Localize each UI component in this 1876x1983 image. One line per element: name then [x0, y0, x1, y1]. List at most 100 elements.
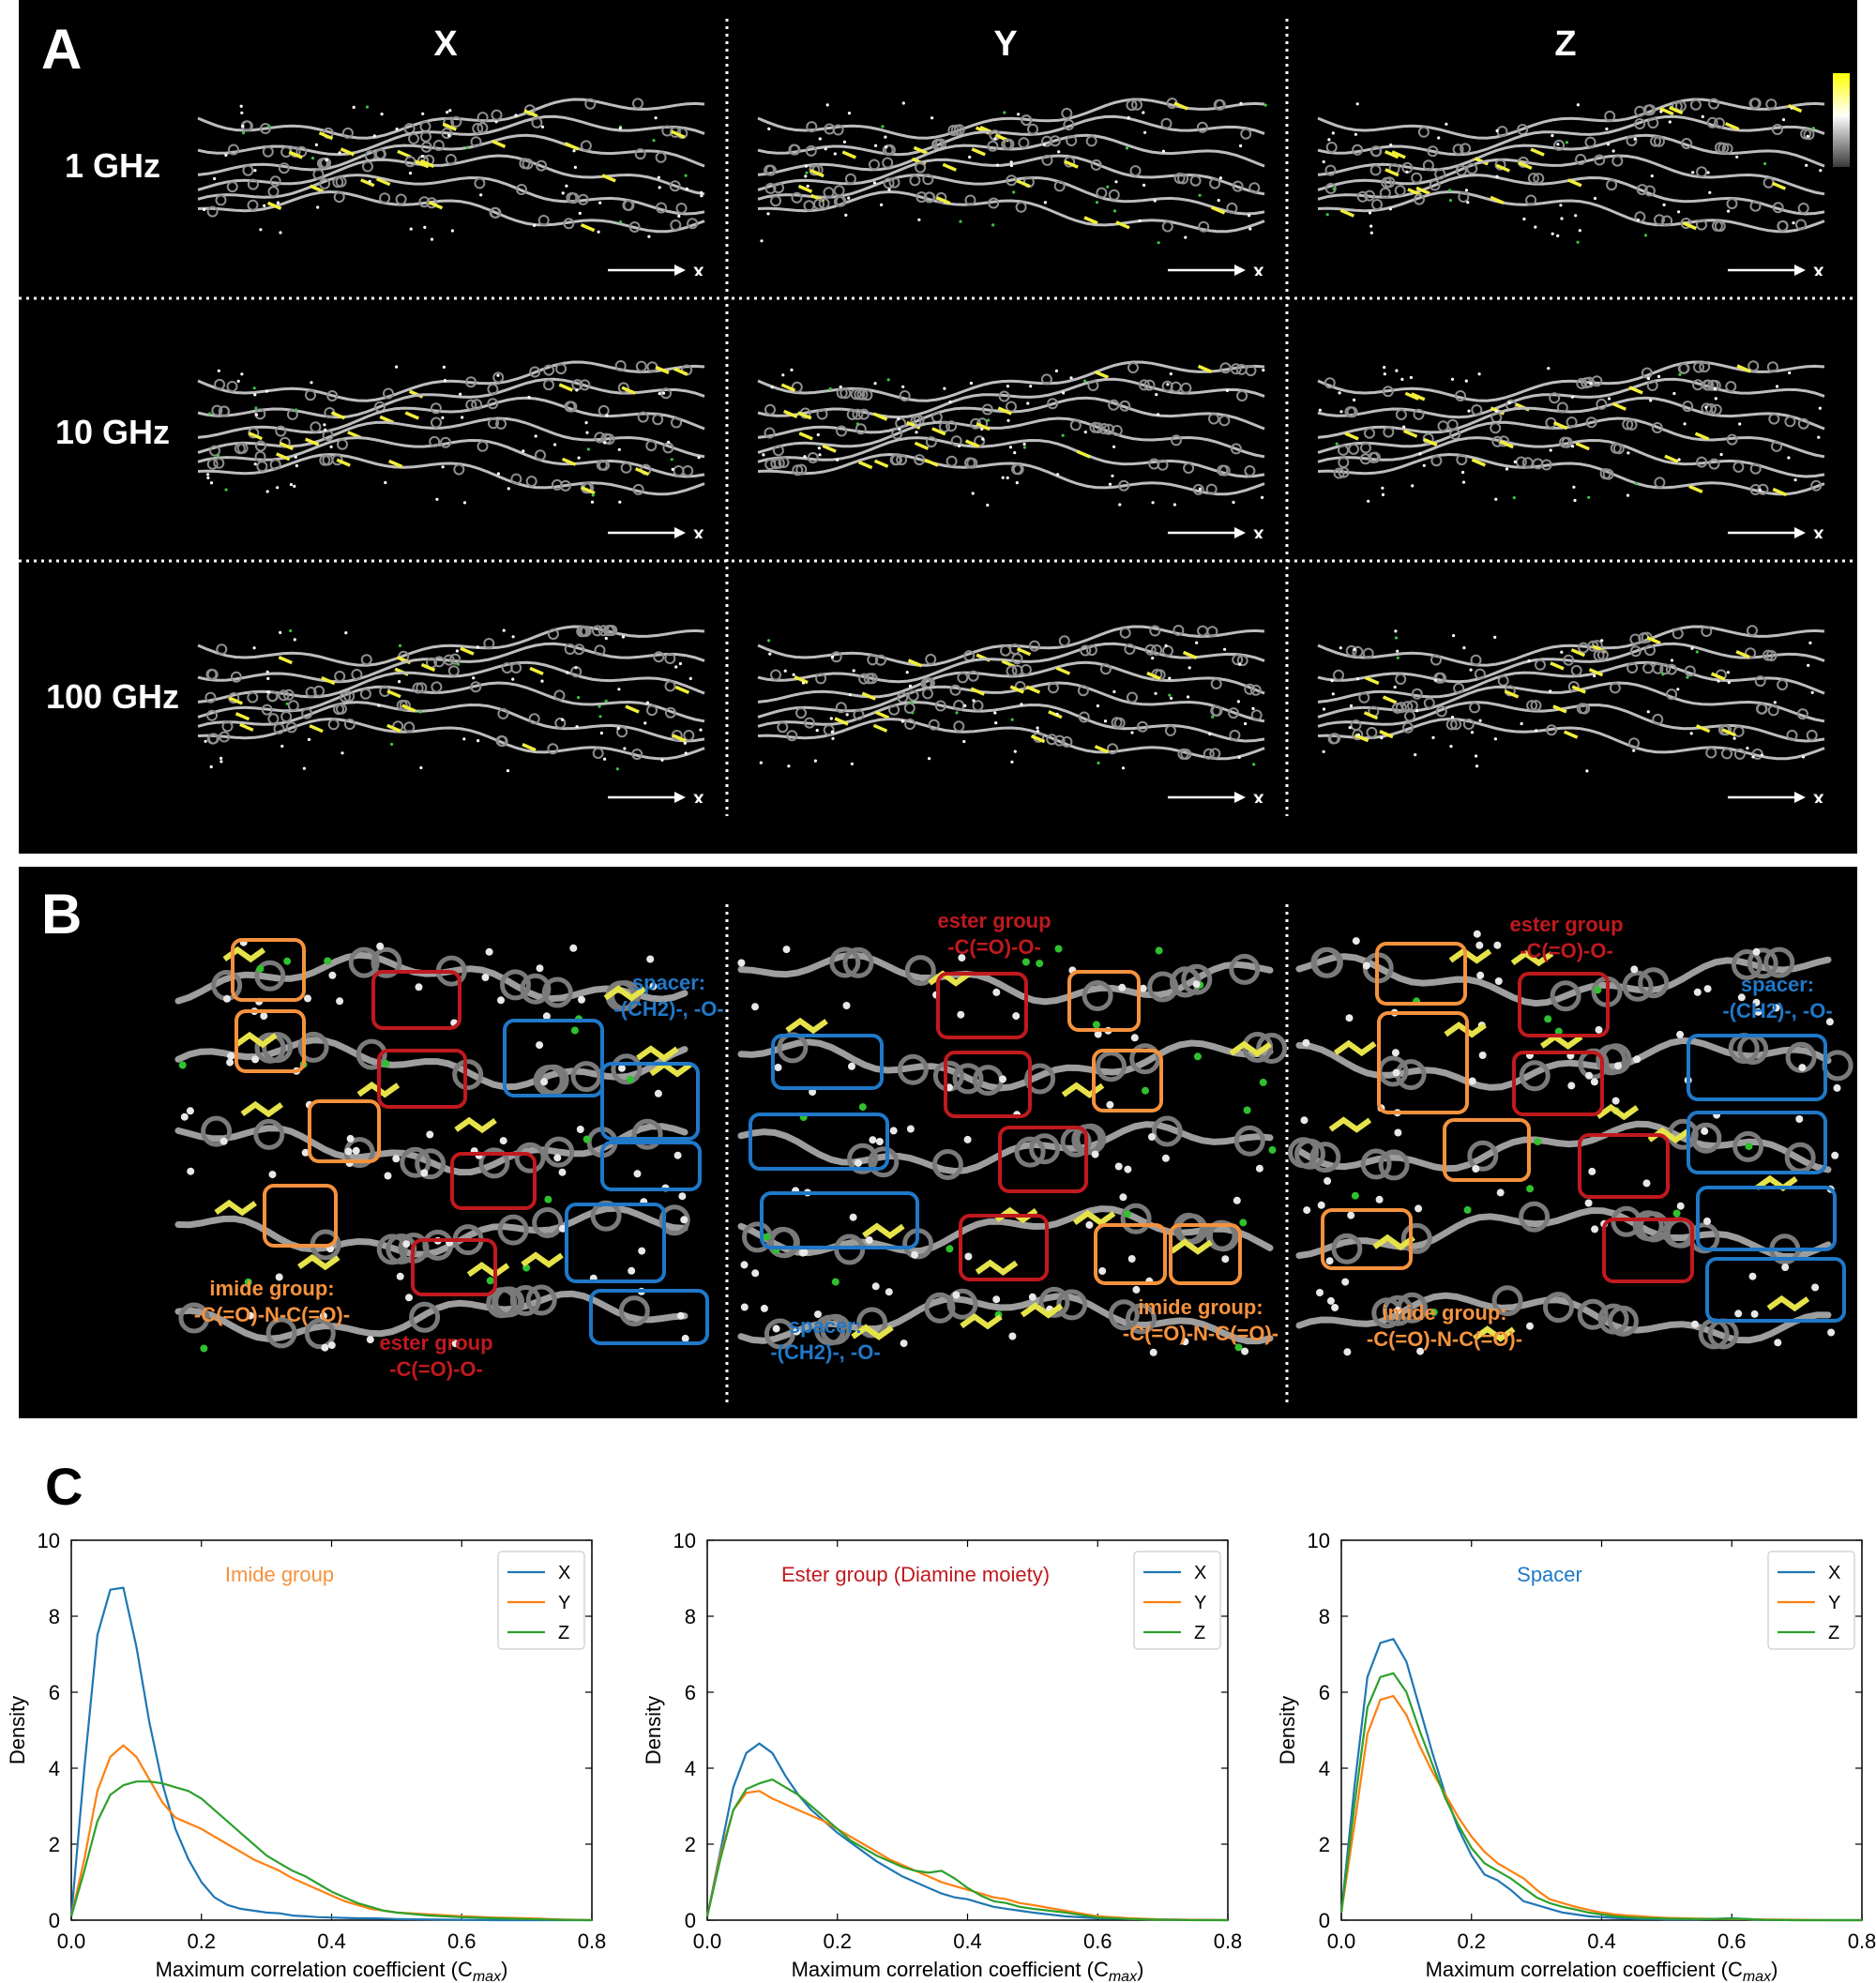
- ring-mark: [594, 644, 606, 657]
- highlight-bond: [1384, 168, 1399, 177]
- atom-dot: [1409, 375, 1413, 380]
- highlight-bond: [621, 386, 636, 395]
- b3-spacer-annotation: spacer: -(CH2)-, -O-: [1707, 972, 1848, 1024]
- atom-dot: [1354, 132, 1357, 136]
- atom-dot: [423, 225, 427, 229]
- atom-dot: [1010, 718, 1014, 721]
- ring-mark: [863, 673, 875, 685]
- atom-dot: [560, 718, 565, 721]
- atom-dot: [1461, 480, 1466, 484]
- y-tick-label: 10: [1308, 1529, 1330, 1552]
- atom-dot: [678, 661, 683, 666]
- atom-dot: [590, 500, 595, 504]
- ring-mark: [1049, 135, 1061, 147]
- ring-mark: [1596, 649, 1609, 661]
- ring-mark: [1585, 416, 1597, 429]
- ring-mark: [1517, 124, 1529, 135]
- atom-dot: [1431, 735, 1435, 739]
- ring-mark: [1626, 662, 1639, 674]
- atom-dot: [1549, 448, 1552, 452]
- ring-mark: [447, 665, 460, 677]
- atom-dot: [697, 456, 701, 460]
- highlight-bond: [228, 696, 243, 705]
- ring-mark: [818, 197, 830, 209]
- ring-mark: [214, 378, 226, 390]
- ring-mark: [671, 416, 682, 429]
- ring-mark: [1566, 416, 1578, 428]
- atom-dot: [824, 147, 827, 151]
- ring-mark: [305, 687, 317, 698]
- aromatic-ring: [254, 960, 286, 992]
- ring-mark: [1445, 719, 1458, 731]
- highlight-bond: [1016, 647, 1032, 657]
- ring-mark: [1708, 98, 1720, 110]
- ring-mark: [429, 435, 441, 447]
- ring-mark: [957, 672, 969, 684]
- atom-dot: [1466, 201, 1470, 204]
- ring-mark: [1208, 413, 1219, 425]
- ring-mark: [1325, 142, 1338, 153]
- atom: [869, 1136, 877, 1144]
- atom-dot: [295, 463, 298, 468]
- atom-dot: [995, 163, 999, 167]
- ring-mark: [669, 180, 681, 192]
- atom-dot: [839, 385, 842, 389]
- aromatic-ring: [497, 1214, 529, 1246]
- atom-dot: [1154, 691, 1157, 695]
- atom: [1781, 1264, 1790, 1271]
- atom: [558, 1168, 567, 1176]
- atom-dot: [294, 455, 297, 459]
- ring-mark: [1546, 724, 1558, 736]
- aromatic-ring: [618, 1295, 650, 1327]
- ring-mark: [1732, 725, 1745, 737]
- legend-box: [1133, 1551, 1221, 1650]
- atom: [553, 1154, 562, 1162]
- aromatic-ring: [1543, 1292, 1574, 1324]
- ring-mark: [964, 194, 976, 206]
- atom: [186, 1107, 194, 1115]
- ring-mark: [1162, 644, 1173, 657]
- ring-mark: [1777, 679, 1789, 690]
- atom-dot: [586, 447, 590, 451]
- ring-mark: [614, 360, 627, 371]
- atom: [1351, 1191, 1359, 1200]
- polymer-chain: [757, 681, 1265, 723]
- atom: [1094, 1030, 1102, 1038]
- ring-mark: [1360, 442, 1371, 454]
- highlight-bond: [1530, 147, 1545, 157]
- highlighted-bond: [785, 1017, 828, 1035]
- row-header-1ghz: 1 GHz: [64, 146, 161, 185]
- ring-mark: [1250, 709, 1263, 721]
- aromatic-ring: [764, 1318, 795, 1350]
- ring-mark: [333, 191, 345, 204]
- atom: [906, 1125, 915, 1133]
- ring-mark: [835, 195, 847, 207]
- atom-dot: [886, 378, 890, 382]
- atom-dot: [1806, 134, 1809, 138]
- atom-dot: [1020, 703, 1023, 706]
- polymer-chain: [1317, 642, 1825, 684]
- y-tick-label: 2: [1319, 1833, 1330, 1856]
- atom-dot: [1369, 231, 1373, 235]
- ring-mark: [1684, 665, 1696, 677]
- atom: [540, 1078, 549, 1086]
- atom-dot: [1735, 155, 1739, 159]
- y-axis-label: Density: [6, 1696, 29, 1764]
- y-axis-label: Density: [1276, 1696, 1299, 1764]
- atom: [849, 1213, 857, 1221]
- x-axis-label: x: [693, 523, 704, 538]
- ring-mark: [1705, 403, 1717, 415]
- ring-mark: [1020, 664, 1032, 675]
- highlighted-bond: [297, 1253, 340, 1271]
- atom-dot: [787, 764, 791, 768]
- atom: [392, 1155, 401, 1163]
- y-tick-label: 8: [685, 1605, 696, 1628]
- aromatic-ring: [1233, 1125, 1265, 1157]
- ring-mark: [1137, 720, 1148, 733]
- atom-dot: [963, 704, 967, 707]
- atom: [1798, 1064, 1807, 1072]
- atom-dot: [911, 711, 915, 715]
- highlight-bond: [336, 458, 351, 467]
- aromatic-ring: [1229, 953, 1261, 985]
- atom-dot: [972, 699, 976, 703]
